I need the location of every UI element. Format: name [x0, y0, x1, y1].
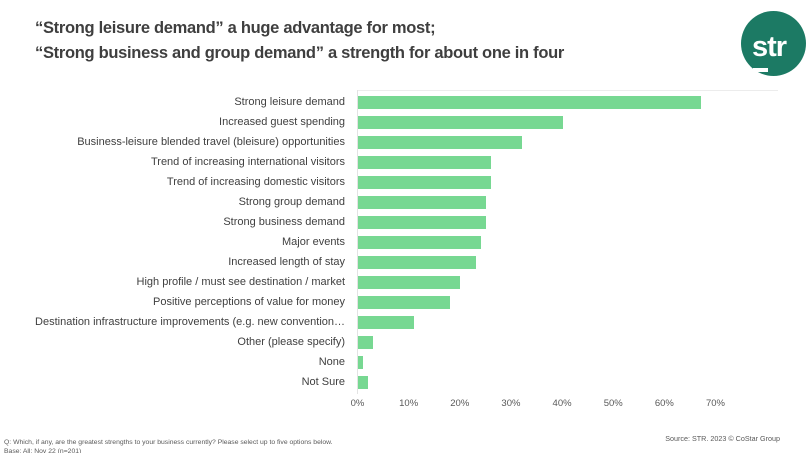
- category-label: Strong group demand: [238, 196, 345, 208]
- chart-row: Not Sure: [0, 372, 809, 392]
- chart-row: Other (please specify): [0, 332, 809, 352]
- bar: [358, 195, 486, 209]
- chart-row: Strong leisure demand: [0, 92, 809, 112]
- bar: [358, 135, 522, 149]
- title-line-1: “Strong leisure demand” a huge advantage…: [35, 19, 436, 37]
- str-logo: str: [741, 11, 806, 76]
- bar: [358, 355, 364, 369]
- category-label: Not Sure: [301, 376, 345, 388]
- source-note: Source: STR. 2023 © CoStar Group: [665, 434, 780, 443]
- bar: [358, 255, 476, 269]
- x-tick-label: 70%: [705, 398, 726, 409]
- y-axis-line: [357, 90, 358, 394]
- bar: [358, 215, 486, 229]
- chart-row: High profile / must see destination / ma…: [0, 272, 809, 292]
- category-label: Increased guest spending: [219, 116, 345, 128]
- bar: [358, 275, 461, 289]
- x-tick-label: 50%: [603, 398, 623, 409]
- category-label: Other (please specify): [237, 336, 345, 348]
- bar: [358, 155, 491, 169]
- x-tick-label: 20%: [450, 398, 470, 409]
- footnote-base: Base: All; Nov 22 (n=201): [4, 448, 82, 453]
- bar: [358, 375, 369, 389]
- category-label: High profile / must see destination / ma…: [136, 276, 345, 288]
- str-logo-text: str: [752, 31, 787, 63]
- str-logo-underline: [753, 68, 768, 72]
- category-label: Destination infrastructure improvements …: [35, 316, 345, 328]
- category-label: Business-leisure blended travel (bleisur…: [77, 136, 345, 148]
- x-tick-label: 30%: [501, 398, 521, 409]
- x-tick-label: 40%: [552, 398, 572, 409]
- chart-row: Increased length of stay: [0, 252, 809, 272]
- category-label: Strong leisure demand: [234, 96, 345, 108]
- category-label: Positive perceptions of value for money: [153, 296, 345, 308]
- category-label: Increased length of stay: [228, 256, 345, 268]
- footnote: Q: Which, if any, are the greatest stren…: [4, 438, 333, 453]
- bar: [358, 315, 415, 329]
- chart-row: Increased guest spending: [0, 112, 809, 132]
- x-tick-label: 60%: [654, 398, 674, 409]
- bar: [358, 335, 374, 349]
- bar: [358, 175, 491, 189]
- x-tick-label: 10%: [399, 398, 419, 409]
- footnote-question: Q: Which, if any, are the greatest stren…: [4, 439, 333, 446]
- chart-row: Positive perceptions of value for money: [0, 292, 809, 312]
- page-title: “Strong leisure demand” a huge advantage…: [35, 16, 564, 66]
- category-label: None: [318, 356, 345, 368]
- plot-top-border: [357, 90, 778, 91]
- category-label: Strong business demand: [223, 216, 345, 228]
- category-label: Trend of increasing international visito…: [150, 156, 345, 168]
- chart-row: Trend of increasing domestic visitors: [0, 172, 809, 192]
- bar: [358, 235, 481, 249]
- chart-row: Strong business demand: [0, 212, 809, 232]
- chart-row: Trend of increasing international visito…: [0, 152, 809, 172]
- x-tick-label: 0%: [350, 398, 365, 409]
- chart-row: Major events: [0, 232, 809, 252]
- bar: [358, 295, 451, 309]
- bar: [358, 115, 563, 129]
- bar: [358, 95, 701, 109]
- chart-row: Business-leisure blended travel (bleisur…: [0, 132, 809, 152]
- title-line-2: “Strong business and group demand” a str…: [35, 44, 564, 62]
- chart-row: Destination infrastructure improvements …: [0, 312, 809, 332]
- chart-row: Strong group demand: [0, 192, 809, 212]
- category-label: Trend of increasing domestic visitors: [166, 176, 345, 188]
- chart-row: None: [0, 352, 809, 372]
- category-label: Major events: [282, 236, 345, 248]
